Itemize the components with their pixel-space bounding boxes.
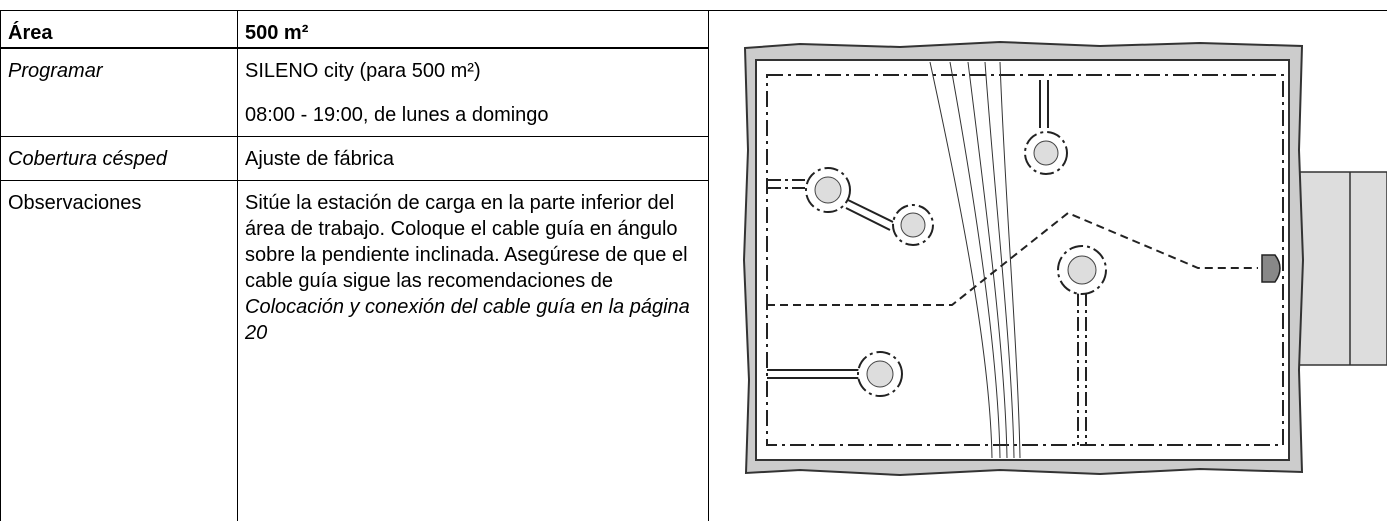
- label-cell: Cobertura césped: [8, 148, 167, 170]
- note-text: Sitúe la estación de carga en la parte i…: [245, 192, 688, 292]
- value-cell: Sitúe la estación de carga en la parte i…: [239, 182, 708, 354]
- rule: [0, 180, 708, 181]
- value-cell: SILENO city (para 500 m²): [245, 60, 481, 82]
- rule: [0, 10, 1387, 11]
- note-link: Colocación y conexión del cable guía en …: [245, 296, 690, 344]
- rule: [0, 47, 708, 49]
- label-cell: Programar: [8, 60, 103, 82]
- value-cell: 08:00 - 19:00, de lunes a domingo: [245, 104, 549, 126]
- rule: [237, 10, 238, 521]
- header-cell: Área: [8, 22, 53, 44]
- rule: [0, 10, 1, 521]
- label-cell: Observaciones: [8, 192, 142, 214]
- rule: [0, 136, 708, 137]
- header-cell: 500 m²: [245, 22, 309, 44]
- rule: [708, 10, 709, 521]
- value-cell: Ajuste de fábrica: [245, 148, 394, 170]
